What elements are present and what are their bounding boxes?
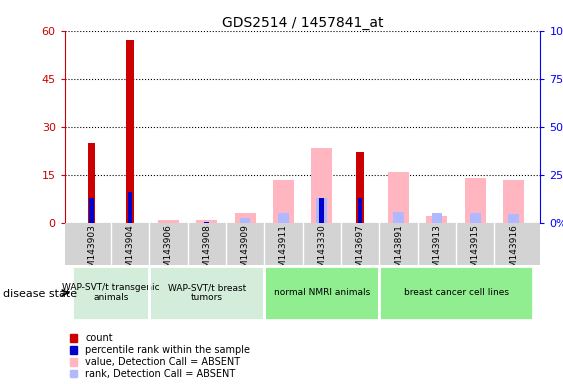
Bar bbox=[508, 214, 519, 223]
Text: GSM143911: GSM143911 bbox=[279, 224, 288, 279]
Bar bbox=[316, 198, 327, 223]
Bar bbox=[393, 212, 404, 223]
Text: GSM143916: GSM143916 bbox=[509, 224, 518, 279]
FancyBboxPatch shape bbox=[379, 266, 533, 319]
Bar bbox=[358, 198, 363, 223]
Text: GSM143909: GSM143909 bbox=[240, 224, 249, 279]
Bar bbox=[470, 213, 481, 223]
Text: GSM143913: GSM143913 bbox=[432, 224, 441, 279]
Legend: count, percentile rank within the sample, value, Detection Call = ABSENT, rank, : count, percentile rank within the sample… bbox=[70, 333, 250, 379]
FancyBboxPatch shape bbox=[149, 266, 264, 319]
Text: disease state: disease state bbox=[3, 289, 77, 299]
Text: GSM143697: GSM143697 bbox=[356, 224, 365, 279]
Bar bbox=[503, 180, 524, 223]
Bar bbox=[431, 213, 443, 223]
Bar bbox=[158, 220, 179, 223]
Bar bbox=[235, 213, 256, 223]
Bar bbox=[319, 198, 324, 223]
Bar bbox=[273, 180, 294, 223]
Text: GSM143903: GSM143903 bbox=[87, 224, 96, 279]
Text: breast cancer cell lines: breast cancer cell lines bbox=[404, 288, 508, 297]
Text: GSM143330: GSM143330 bbox=[318, 224, 327, 279]
Bar bbox=[88, 143, 96, 223]
Bar bbox=[126, 40, 134, 223]
Bar bbox=[388, 172, 409, 223]
Bar bbox=[311, 147, 332, 223]
Bar bbox=[128, 192, 132, 223]
Text: WAP-SVT/t transgenic
animals: WAP-SVT/t transgenic animals bbox=[62, 283, 159, 303]
Text: GSM143906: GSM143906 bbox=[164, 224, 173, 279]
Text: GSM143915: GSM143915 bbox=[471, 224, 480, 279]
Title: GDS2514 / 1457841_at: GDS2514 / 1457841_at bbox=[222, 16, 383, 30]
Bar bbox=[196, 220, 217, 223]
Bar bbox=[204, 222, 209, 223]
Text: WAP-SVT/t breast
tumors: WAP-SVT/t breast tumors bbox=[168, 283, 246, 303]
FancyBboxPatch shape bbox=[264, 266, 379, 319]
Bar bbox=[240, 218, 251, 223]
Bar bbox=[278, 213, 289, 223]
Text: GSM143891: GSM143891 bbox=[394, 224, 403, 279]
Text: GSM143904: GSM143904 bbox=[126, 224, 135, 279]
Text: GSM143908: GSM143908 bbox=[202, 224, 211, 279]
Bar bbox=[426, 216, 448, 223]
Bar bbox=[464, 178, 486, 223]
Text: normal NMRI animals: normal NMRI animals bbox=[274, 288, 370, 297]
Bar bbox=[356, 152, 364, 223]
FancyBboxPatch shape bbox=[73, 266, 149, 319]
Bar bbox=[90, 198, 94, 223]
